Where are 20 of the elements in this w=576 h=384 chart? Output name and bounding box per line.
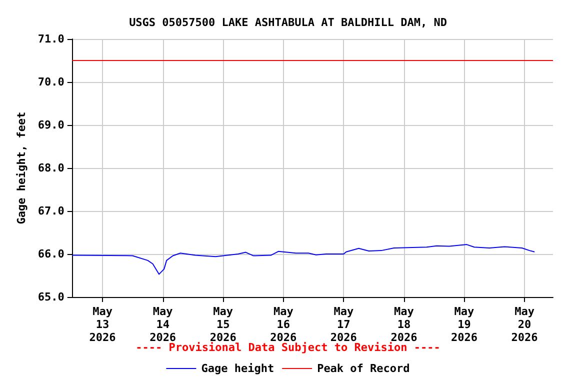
line-series	[72, 244, 536, 275]
chart-title: USGS 05057500 LAKE ASHTABULA AT BALDHILL DAM, ND	[129, 16, 448, 29]
x-tick-label: May 14 2026	[150, 305, 176, 344]
y-tick-label: 66.0	[38, 248, 64, 260]
x-tick-label: May 17 2026	[330, 305, 358, 344]
y-tick-label: 67.0	[38, 204, 64, 218]
x-tick-label: May 13 2026	[89, 305, 116, 344]
y-tick-label: 69.0	[38, 118, 64, 132]
legend-label: Gage height	[201, 362, 274, 375]
y-axis-title: Gage height, feet	[15, 112, 28, 224]
y-tick-label: 65.0	[38, 290, 64, 304]
x-tick-label: May 20 2026	[511, 305, 538, 344]
y-tick-label: 71.0	[38, 32, 64, 46]
legend-label: Peak of Record	[317, 362, 410, 375]
x-tick-label: May 18 2026	[390, 305, 418, 344]
y-tick-label: 68.0	[38, 162, 64, 174]
x-tick-label: May 19 2026	[450, 305, 478, 344]
y-tick-label: 70.0	[38, 76, 64, 88]
text: ---- Provisional Data Subject to Revision ----	[136, 341, 440, 354]
x-tick-label: May 16 2026	[270, 305, 298, 344]
